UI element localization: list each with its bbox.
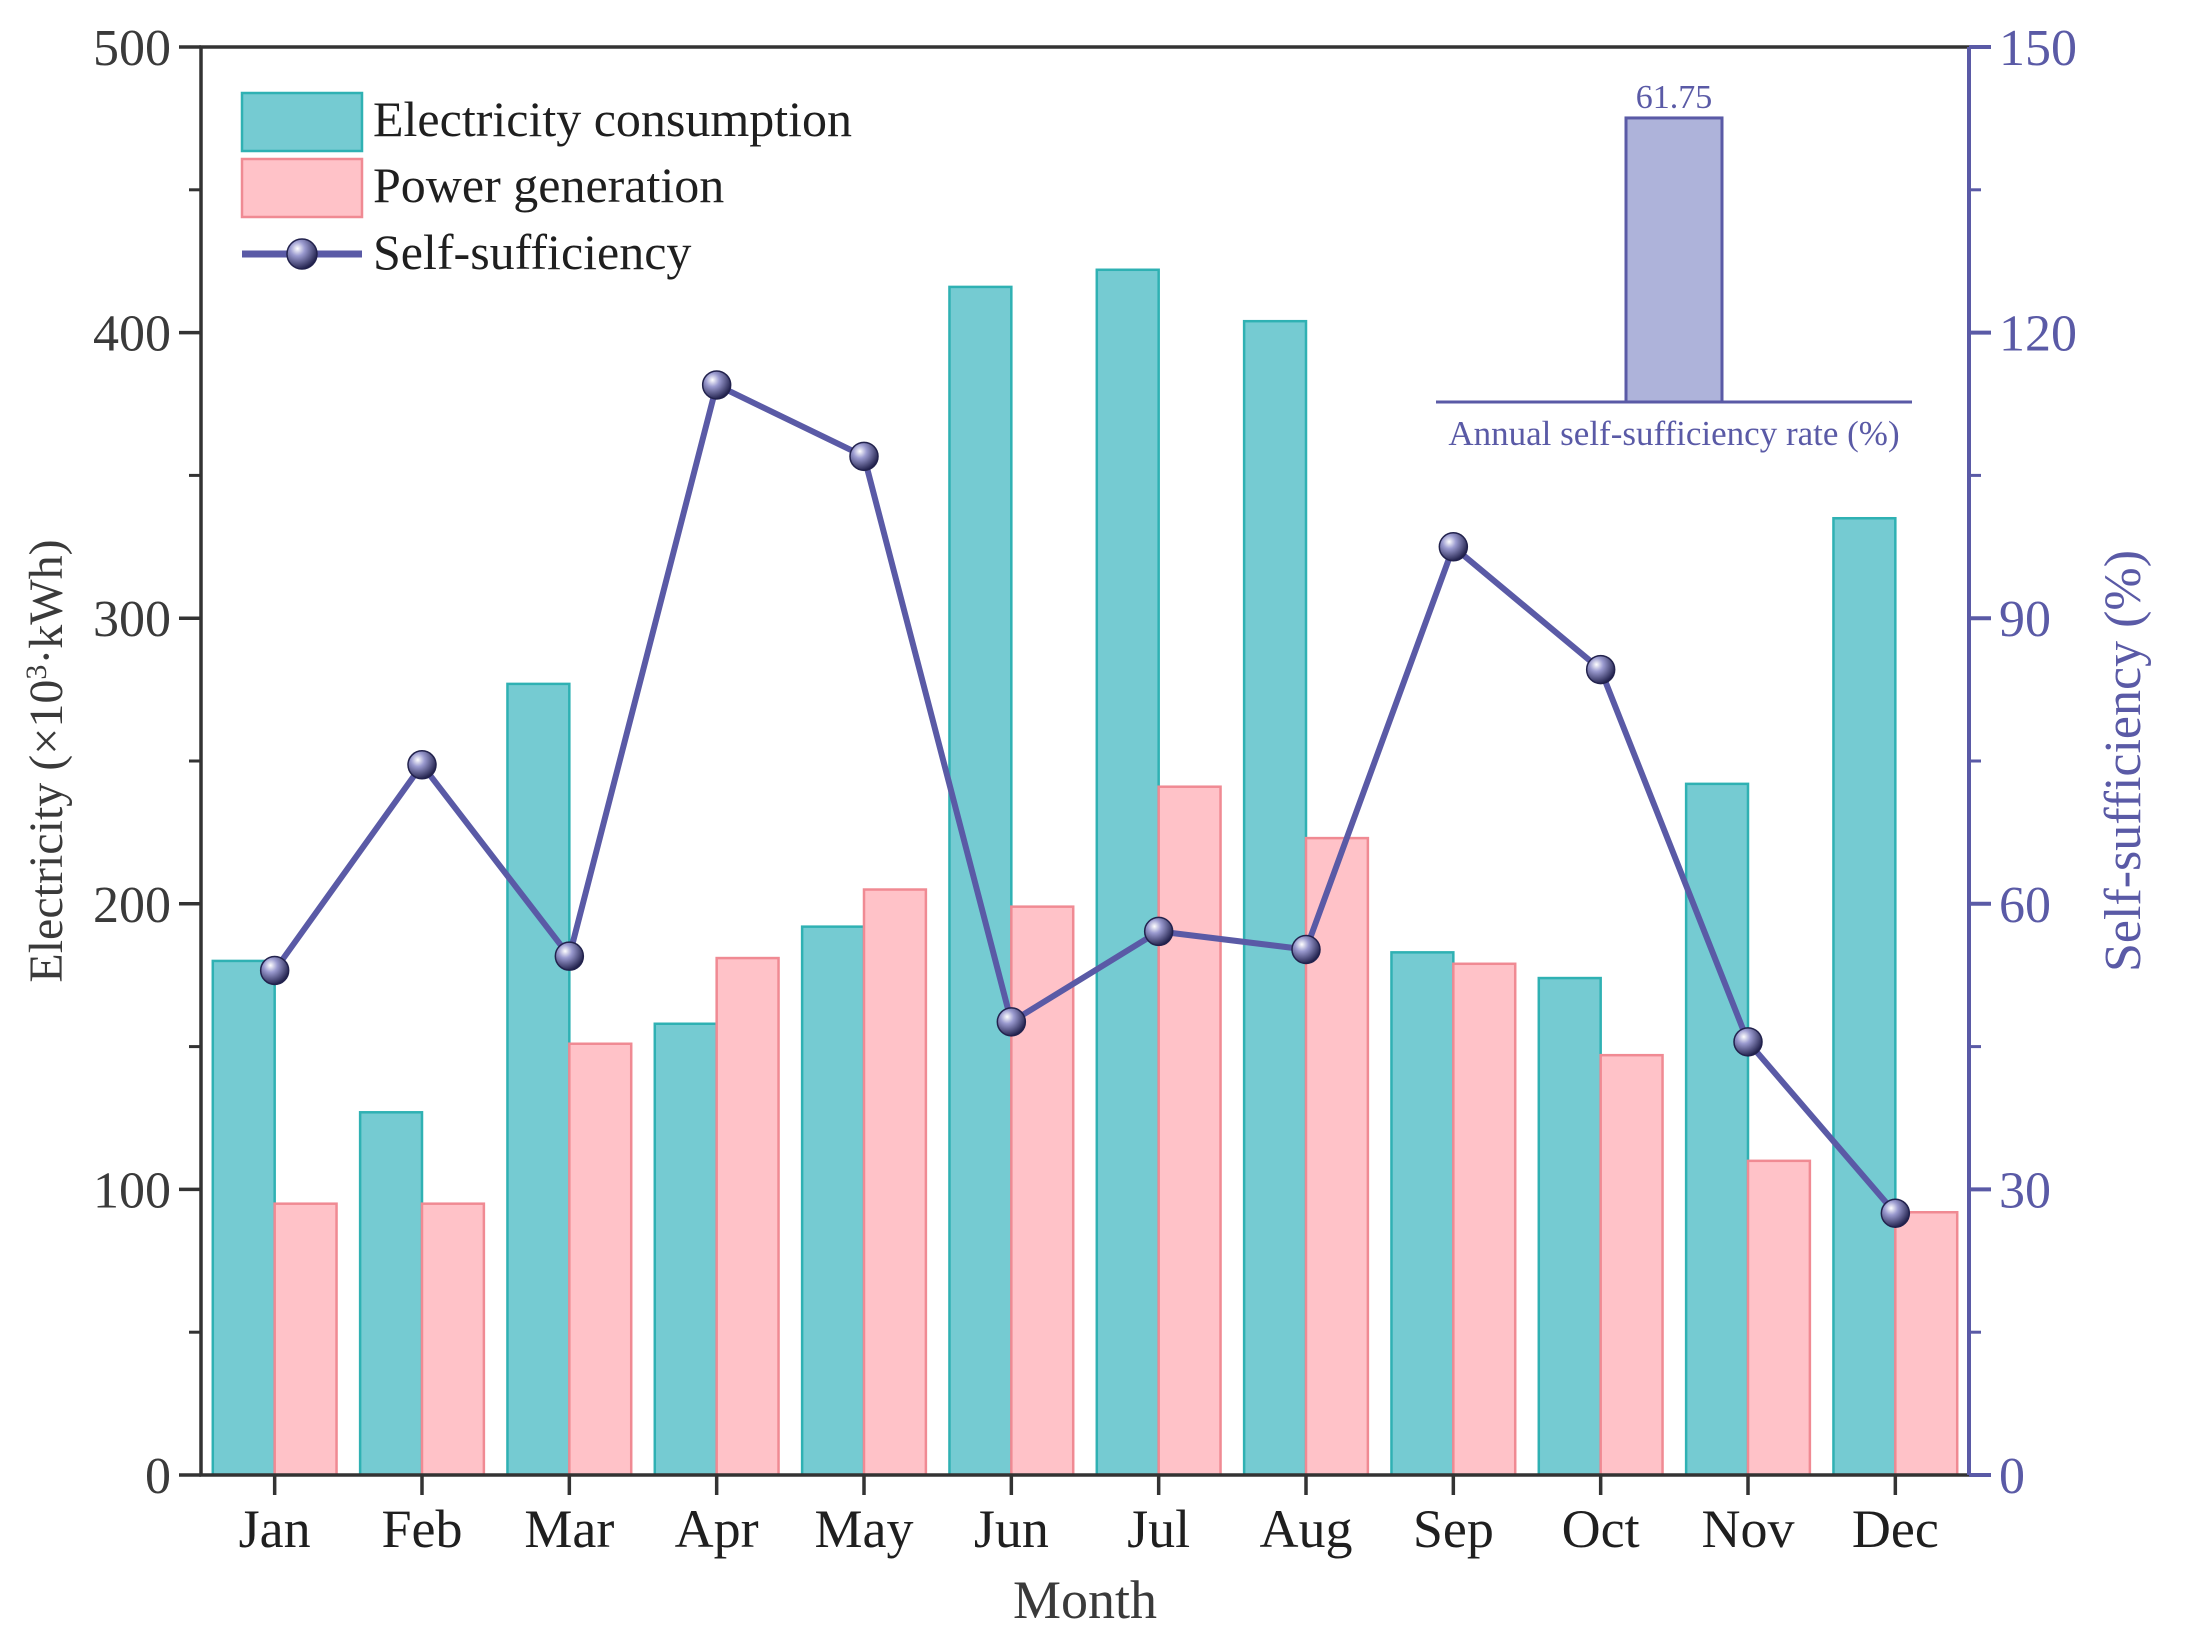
y2-tick-label: 90 (1999, 591, 2051, 648)
y2-tick-label: 0 (1999, 1448, 2025, 1505)
marker-self-sufficiency-jun (996, 1007, 1027, 1037)
left-axis: 0 100 200 300 400 500 (93, 20, 201, 1505)
marker-self-sufficiency-oct (1585, 654, 1616, 685)
legend-label-generation: Power generation (373, 157, 724, 213)
bar-generation-nov (1746, 1159, 1812, 1477)
bar-consumption-dec (1832, 516, 1897, 1477)
legend-marker-icon (286, 238, 318, 270)
bar-consumption-jun (948, 285, 1013, 1477)
right-axis: 0 30 60 90 120 150 (1969, 20, 2077, 1505)
bar-generation-sep (1452, 962, 1517, 1477)
y-tick-label: 0 (145, 1448, 171, 1505)
bar-consumption-jan (211, 959, 276, 1477)
bar-generation-jul (1157, 785, 1222, 1477)
x-tick-label: Nov (1702, 1499, 1795, 1559)
x-tick-label: May (815, 1499, 914, 1559)
bar-consumption-oct (1537, 976, 1602, 1477)
x-tick-label: Jan (239, 1499, 311, 1559)
y2-tick-label: 30 (1999, 1162, 2051, 1219)
bar-generation-mar (568, 1042, 633, 1477)
x-tick-label: Jul (1127, 1499, 1190, 1559)
inset-axis-label: Annual self-sufficiency rate (%) (1448, 414, 1899, 453)
bar-consumption-jul (1095, 268, 1160, 1477)
y2-axis-title: Self-sufficiency (%) (2095, 550, 2152, 972)
marker-self-sufficiency-feb (407, 750, 437, 780)
consumption-bars (211, 268, 1897, 1477)
x-tick-label: Sep (1413, 1499, 1494, 1559)
legend-swatch-generation (240, 157, 364, 219)
bar-generation-may (862, 888, 928, 1477)
bar-generation-jan (273, 1202, 338, 1477)
inset-value-label: 61.75 (1636, 79, 1713, 116)
bar-generation-feb (420, 1202, 486, 1477)
bar-consumption-may (800, 925, 866, 1477)
marker-self-sufficiency-nov (1733, 1027, 1763, 1057)
marker-self-sufficiency-aug (1291, 934, 1321, 965)
self-sufficiency-line (272, 381, 1898, 1216)
y-tick-label: 300 (93, 591, 171, 648)
legend-label-self-sufficiency: Self-sufficiency (373, 224, 691, 280)
legend-label-consumption: Electricity consumption (373, 91, 852, 147)
legend: Electricity consumption Power generation… (240, 91, 852, 280)
y2-tick-label: 120 (1999, 306, 2077, 363)
bar-generation-apr (715, 956, 780, 1477)
x-tick-label: Mar (524, 1499, 614, 1559)
x-axis: Jan Feb Mar Apr May Jun Jul Aug Sep Oct Nov Dec (239, 1475, 1939, 1559)
bar-generation-aug (1304, 836, 1370, 1477)
y-tick-label: 200 (93, 877, 171, 934)
y-tick-label: 500 (93, 20, 171, 77)
y2-tick-label: 150 (1999, 20, 2077, 77)
marker-self-sufficiency-jan (259, 955, 290, 986)
self-sufficiency-series (259, 370, 1911, 1228)
generation-bars (273, 785, 1959, 1477)
marker-self-sufficiency-sep (1438, 532, 1469, 562)
marker-self-sufficiency-mar (554, 941, 585, 971)
bar-consumption-apr (653, 1022, 718, 1477)
bar-consumption-aug (1242, 319, 1308, 1477)
legend-swatch-consumption (240, 91, 364, 153)
inset-bar (1624, 116, 1724, 404)
marker-self-sufficiency-apr (701, 370, 732, 400)
y-tick-label: 100 (93, 1162, 171, 1219)
x-tick-label: Oct (1562, 1499, 1640, 1559)
bar-generation-oct (1599, 1053, 1664, 1477)
bar-consumption-mar (506, 682, 571, 1477)
x-tick-label: Apr (675, 1499, 759, 1559)
y-axis-title: Electricity (×103·kWh) (20, 539, 74, 982)
y-tick-label: 400 (93, 306, 171, 363)
marker-self-sufficiency-may (849, 441, 879, 472)
inset-annual-rate: 61.75 Annual self-sufficiency rate (%) (1436, 79, 1912, 453)
y2-tick-label: 60 (1999, 877, 2051, 934)
x-tick-label: Jun (974, 1499, 1049, 1559)
bar-consumption-feb (358, 1111, 424, 1477)
x-axis-title: Month (1013, 1570, 1157, 1630)
marker-self-sufficiency-jul (1143, 916, 1174, 947)
bar-generation-dec (1894, 1210, 1959, 1477)
bar-consumption-nov (1684, 782, 1750, 1477)
x-tick-label: Dec (1852, 1499, 1939, 1559)
marker-self-sufficiency-dec (1880, 1198, 1911, 1228)
bar-consumption-sep (1390, 951, 1455, 1477)
x-tick-label: Aug (1260, 1499, 1353, 1559)
x-tick-label: Feb (382, 1499, 463, 1559)
